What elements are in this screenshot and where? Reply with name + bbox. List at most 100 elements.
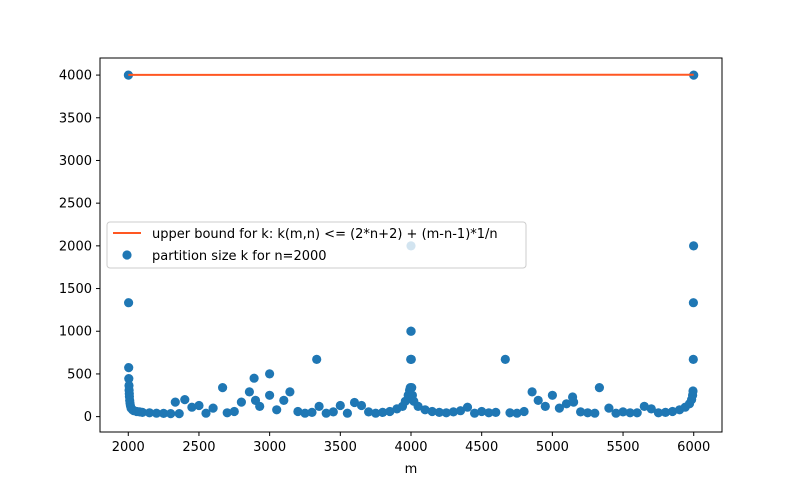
data-point [166, 409, 176, 419]
x-tick-label: 5000 [536, 440, 569, 455]
data-point [180, 395, 190, 405]
data-point [314, 401, 324, 411]
data-point [420, 405, 430, 415]
data-point [611, 408, 621, 418]
legend-frame [106, 221, 527, 269]
data-point [590, 408, 600, 418]
data-point [229, 406, 239, 417]
y-axis-ticks: 0 500 1000 1500 2000 2500 3000 3500 4000 [59, 69, 100, 425]
data-point [321, 408, 331, 418]
data-point [660, 407, 671, 417]
data-point [455, 406, 466, 416]
data-point [505, 408, 515, 418]
data-point [364, 407, 374, 417]
data-point [547, 390, 558, 400]
data-point [406, 354, 416, 364]
data-point [244, 387, 254, 397]
data-point [137, 407, 147, 417]
data-point [448, 407, 458, 417]
data-point [187, 402, 197, 412]
data-point [312, 354, 322, 364]
legend-point-swatch [122, 250, 132, 260]
data-point [653, 408, 664, 418]
data-point [218, 383, 228, 393]
data-point [249, 373, 259, 383]
data-point [272, 405, 282, 415]
data-point [646, 404, 656, 414]
data-point [194, 400, 204, 411]
data-point [500, 354, 510, 364]
data-point [285, 387, 295, 397]
data-point [159, 408, 169, 418]
data-point [349, 397, 360, 408]
data-point [413, 401, 423, 411]
x-tick-label: 2000 [112, 440, 145, 455]
data-point [540, 401, 550, 411]
data-point [618, 407, 628, 417]
x-tick-label: 5500 [606, 440, 639, 455]
data-point [569, 397, 579, 407]
data-point [519, 406, 529, 417]
data-point [170, 397, 180, 407]
data-point [561, 399, 572, 409]
legend-label-partition-size: partition size k for n=2000 [152, 249, 327, 264]
data-point [688, 386, 698, 396]
data-point [639, 401, 649, 411]
data-point [533, 395, 543, 405]
data-point [625, 408, 635, 418]
data-point [427, 406, 437, 417]
x-tick-label: 3000 [253, 440, 286, 455]
data-point [407, 383, 417, 393]
data-point [688, 354, 698, 364]
x-axis-ticks: 2000 2500 3000 3500 4000 4500 5000 5500 6000 [112, 432, 710, 455]
data-point [462, 402, 473, 412]
data-point [632, 408, 642, 418]
data-point [124, 363, 134, 373]
y-tick-label: 2500 [59, 197, 92, 212]
data-point [208, 403, 218, 413]
data-point [201, 408, 211, 418]
data-point [667, 406, 678, 417]
data-point [307, 407, 317, 417]
data-point [470, 408, 480, 418]
data-point [484, 408, 494, 418]
data-point [604, 403, 614, 413]
x-tick-label: 4000 [394, 440, 427, 455]
data-point [688, 298, 699, 308]
data-point [279, 395, 289, 405]
data-point [144, 408, 155, 418]
data-point [222, 408, 232, 418]
data-point [477, 406, 487, 417]
y-tick-label: 3500 [59, 111, 92, 126]
data-point [554, 403, 565, 413]
data-point [151, 408, 162, 418]
data-point [342, 408, 352, 418]
data-point [371, 408, 381, 418]
data-point [378, 407, 388, 417]
x-tick-label: 3500 [324, 440, 357, 455]
data-point [124, 298, 134, 308]
y-tick-label: 3000 [59, 154, 92, 169]
data-point [328, 407, 338, 417]
y-tick-label: 1500 [59, 282, 92, 297]
data-point [406, 326, 416, 336]
data-point [441, 408, 451, 418]
x-tick-label: 6000 [677, 440, 710, 455]
y-tick-label: 0 [84, 410, 92, 425]
data-point [293, 406, 303, 417]
y-tick-label: 4000 [59, 69, 92, 84]
data-point [236, 397, 246, 407]
y-tick-label: 2000 [59, 239, 92, 254]
data-point [576, 407, 586, 417]
data-point [491, 407, 501, 417]
data-point [689, 241, 699, 251]
data-point [527, 387, 537, 397]
data-point [265, 390, 275, 400]
legend-label-upper-bound: upper bound for k: k(m,n) <= (2*n+2) + (… [152, 227, 498, 242]
data-point [434, 407, 444, 417]
legend: upper bound for k: k(m,n) <= (2*n+2) + (… [106, 221, 527, 269]
x-tick-label: 4500 [465, 440, 498, 455]
scatter-points [123, 70, 699, 419]
data-point [512, 408, 522, 418]
